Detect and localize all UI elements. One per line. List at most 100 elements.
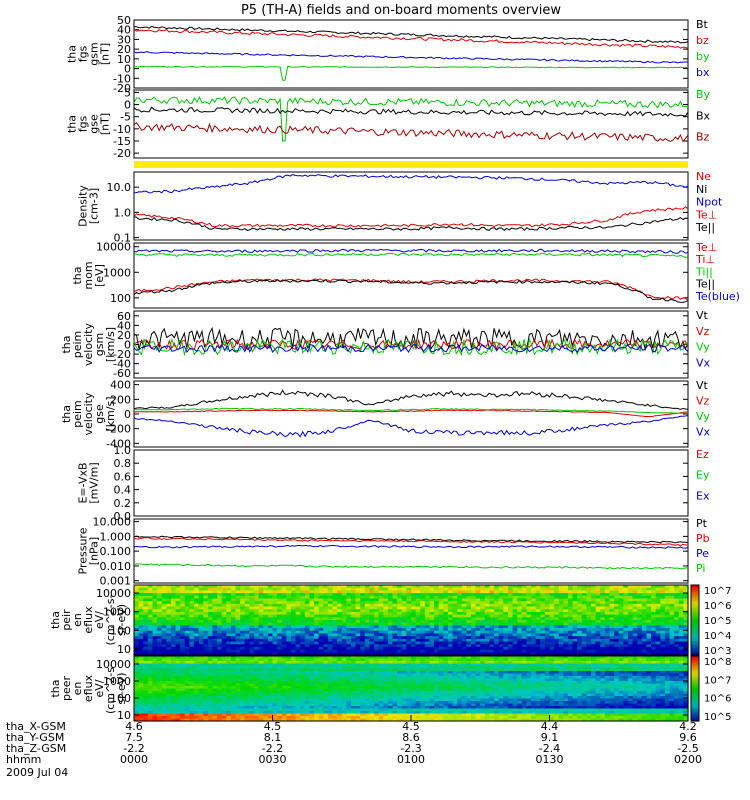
spectrogram-cell	[503, 593, 509, 597]
spectrogram-cell	[471, 606, 477, 610]
spectrogram-cell	[189, 688, 195, 692]
spectrogram-cell	[157, 630, 163, 635]
spectrogram-cell	[540, 649, 546, 653]
spectrogram-cell	[614, 609, 620, 613]
spectrogram-cell	[337, 590, 343, 594]
spectrogram-cell	[646, 585, 652, 589]
spectrogram-cell	[378, 598, 384, 602]
spectrogram-cell	[387, 630, 394, 635]
spectrogram-cell	[674, 606, 680, 610]
spectrogram-cell	[180, 656, 186, 660]
spectrogram-cell	[378, 638, 384, 643]
spectrogram-cell	[258, 673, 264, 677]
spectrogram-cell	[198, 641, 204, 645]
spectrogram-cell	[498, 633, 504, 637]
spectrogram-cell	[452, 633, 458, 637]
spectrogram-cell	[452, 638, 458, 643]
spectrogram-cell	[249, 658, 255, 662]
spectrogram-cell	[235, 693, 241, 697]
spectrogram-cell	[411, 703, 417, 707]
spectrogram-cell	[383, 666, 389, 670]
spectrogram-cell	[226, 620, 232, 624]
spectrogram-cell	[447, 620, 454, 624]
spectrogram-cell	[683, 628, 689, 632]
spectrogram-cell	[387, 693, 394, 697]
spectrogram-cell	[531, 622, 537, 626]
spectrogram-cell	[337, 630, 343, 635]
spectrogram-cell	[341, 641, 347, 645]
spectrogram-cell	[360, 649, 366, 653]
spectrogram-cell	[521, 646, 528, 651]
spectrogram-cell	[484, 609, 491, 613]
spectrogram-cell	[309, 622, 315, 626]
spectrogram-cell	[198, 611, 204, 616]
spectrogram-cell	[327, 644, 334, 648]
spectrogram-cell	[544, 585, 551, 589]
spectrogram-cell	[318, 649, 324, 653]
spectrogram-cell	[591, 625, 597, 629]
spectrogram-cell	[263, 636, 269, 640]
spectrogram-cell	[554, 622, 560, 626]
spectrogram-cell	[494, 638, 500, 643]
spectrogram-cell	[277, 636, 283, 640]
spectrogram-cell	[309, 611, 315, 616]
spectrogram-cell	[157, 628, 163, 632]
spectrogram-cell	[581, 622, 588, 626]
spectrogram-cell	[166, 590, 172, 594]
spectrogram-cell	[586, 636, 592, 640]
spectrogram-cell	[604, 641, 611, 645]
spectrogram-cell	[152, 688, 158, 692]
spectrogram-cell	[346, 678, 352, 682]
spectrogram-cell	[249, 696, 255, 700]
spectrogram-cell	[166, 718, 172, 722]
spectrogram-cell	[641, 601, 648, 605]
spectrogram-cell	[664, 652, 671, 656]
spectrogram-cell	[203, 663, 209, 667]
spectrogram-cell	[563, 652, 569, 656]
spectrogram-cell	[346, 652, 352, 656]
spectrogram-cell	[184, 593, 190, 597]
spectrogram-cell	[286, 590, 292, 594]
spectrogram-cell	[471, 585, 477, 589]
spectrogram-cell	[369, 683, 375, 687]
spectrogram-cell	[286, 678, 292, 682]
spectrogram-cell	[198, 693, 204, 697]
spectrogram-cell	[217, 671, 223, 675]
spectrogram-cell	[457, 593, 463, 597]
spectrogram-cell	[424, 590, 431, 594]
spectrogram-cell	[475, 652, 481, 656]
spectrogram-cell	[267, 698, 274, 702]
spectrogram-cell	[397, 703, 403, 707]
spectrogram-cell	[152, 617, 158, 621]
spectrogram-cell	[618, 625, 624, 629]
spectrogram-cell	[378, 688, 384, 692]
spectrogram-cell	[332, 611, 338, 616]
spectrogram-cell	[240, 671, 246, 675]
spectrogram-cell	[360, 708, 366, 712]
spectrogram-cell	[166, 701, 172, 705]
spectrogram-cell	[558, 641, 564, 645]
spectrogram-cell	[254, 603, 260, 608]
spectrogram-cell	[286, 666, 292, 670]
spectrogram-cell	[134, 603, 140, 608]
spectrogram-cell	[346, 620, 352, 624]
spectrogram-cell	[484, 595, 491, 600]
spectrogram-cell	[304, 713, 311, 717]
spectrogram-cell	[249, 587, 255, 591]
spectrogram-cell	[254, 671, 260, 675]
spectrogram-cell	[401, 681, 407, 685]
spectrogram-cell	[194, 668, 200, 672]
spectrogram-cell	[401, 716, 407, 720]
spectrogram-cell	[540, 646, 546, 651]
spectrogram-cell	[683, 601, 689, 605]
spectrogram-cell	[323, 644, 329, 648]
spectrogram-cell	[558, 606, 564, 610]
spectrogram-cell	[157, 681, 163, 685]
spectrogram-cell	[267, 718, 274, 722]
spectrogram-cell	[290, 676, 297, 680]
spectrogram-cell	[175, 622, 181, 626]
spectrogram-cell	[678, 641, 684, 645]
spectrogram-cell	[152, 691, 158, 695]
spectrogram-cell	[157, 638, 163, 643]
spectrogram-cell	[290, 681, 297, 685]
